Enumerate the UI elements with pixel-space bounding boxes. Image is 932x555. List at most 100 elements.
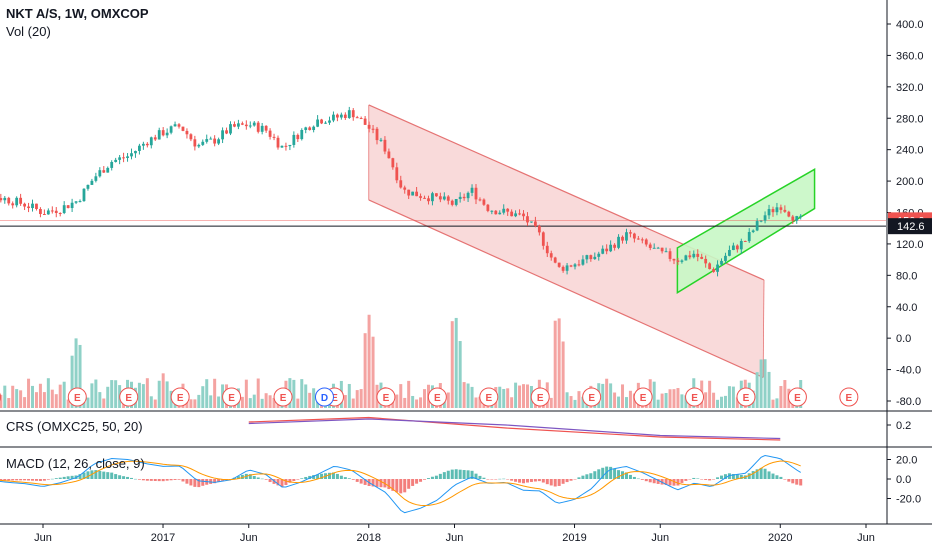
earnings-badge xyxy=(787,387,807,407)
macd-histogram-bar xyxy=(399,479,403,494)
macd-legend[interactable]: MACD (12, 26, close, 9) xyxy=(6,456,145,472)
earnings-badge-letter: E xyxy=(125,393,132,404)
candle-body xyxy=(731,245,735,251)
macd-histogram-bar xyxy=(50,478,54,480)
macd-histogram-bar xyxy=(668,479,672,486)
macd-histogram-bar xyxy=(692,477,696,479)
volume-bar xyxy=(264,393,268,408)
candle-body xyxy=(462,196,466,199)
macd-histogram-bar xyxy=(518,479,522,483)
macd-histogram-bar xyxy=(38,479,42,481)
macd-histogram-bar xyxy=(609,466,613,479)
macd-histogram-bar xyxy=(549,479,553,486)
macd-histogram-bar xyxy=(78,474,82,479)
candle-body xyxy=(640,239,644,241)
earnings-badge xyxy=(530,387,550,407)
macd-histogram-bar xyxy=(482,477,486,479)
candle-body xyxy=(644,239,648,245)
macd-histogram-bar xyxy=(759,467,763,479)
candle-body xyxy=(19,197,23,204)
macd-histogram-bar xyxy=(557,479,561,486)
macd-histogram-bar xyxy=(446,470,450,479)
earnings-badge-letter: E xyxy=(640,393,647,404)
macd-histogram-bar xyxy=(573,479,577,480)
descending-channel-fill xyxy=(368,104,764,378)
candle-body xyxy=(605,248,609,252)
macd-histogram-bar xyxy=(700,479,704,480)
macd-histogram-bar xyxy=(126,476,130,479)
macd-histogram-bar xyxy=(7,479,11,481)
crs-legend[interactable]: CRS (OMXC25, 50, 20) xyxy=(6,419,143,435)
macd-histogram-bar xyxy=(799,479,803,486)
macd-histogram-bar xyxy=(34,479,38,481)
volume-bar xyxy=(561,341,565,408)
macd-histogram-bar xyxy=(145,479,149,481)
candle-body xyxy=(494,210,498,215)
volume-bar xyxy=(727,386,731,408)
candle-body xyxy=(300,129,304,140)
candle-body xyxy=(751,230,755,233)
macd-histogram-bar xyxy=(739,475,743,479)
macd-histogram-bar xyxy=(70,475,74,479)
volume-bar xyxy=(395,394,399,408)
macd-histogram-bar xyxy=(589,473,593,479)
candle-body xyxy=(795,216,799,221)
volume-bar xyxy=(157,380,161,408)
volume-bar xyxy=(248,398,252,408)
candle-body xyxy=(474,187,478,200)
macd-histogram-bar xyxy=(15,479,19,481)
ascending-channel xyxy=(676,168,816,294)
price-tick-label: 320.0 xyxy=(896,82,924,94)
macd-histogram-bar xyxy=(133,478,137,480)
volume-bar xyxy=(62,381,66,408)
candle-body xyxy=(502,208,506,213)
earnings-badge xyxy=(633,387,653,407)
macd-histogram-bar xyxy=(419,479,423,482)
candle-body xyxy=(197,144,201,147)
macd-histogram-bar xyxy=(173,479,177,480)
macd-histogram-bar xyxy=(787,479,791,482)
macd-histogram-bar xyxy=(632,476,636,479)
macd-histogram-bar xyxy=(181,479,185,482)
crs-tick-label: 0.2 xyxy=(896,420,911,432)
symbol-legend[interactable]: NKT A/S, 1W, OMXCOP xyxy=(6,6,149,22)
volume-legend[interactable]: Vol (20) xyxy=(6,24,51,40)
candle-body xyxy=(252,122,256,126)
candle-body xyxy=(141,143,145,146)
macd-histogram-bar xyxy=(438,473,442,479)
macd-histogram-bar xyxy=(217,479,221,482)
macd-histogram-bar xyxy=(300,478,304,479)
volume-bar xyxy=(23,397,27,408)
macd-histogram-bar xyxy=(442,472,446,479)
candle-body xyxy=(755,221,759,231)
macd-histogram-bar xyxy=(31,479,35,481)
earnings-badge-letter: E xyxy=(588,393,595,404)
volume-bar xyxy=(399,384,403,408)
volume-bar xyxy=(569,396,573,408)
macd-histogram-bar xyxy=(731,474,735,479)
macd-histogram-bar xyxy=(553,479,557,487)
macd-histogram-bar xyxy=(561,479,565,484)
candle-body xyxy=(419,196,422,198)
crs-label: CRS (OMXC25, 50, 20) xyxy=(6,419,143,434)
candle-body xyxy=(193,139,197,147)
volume-bar xyxy=(161,373,165,408)
candle-body xyxy=(708,263,712,270)
candle-body xyxy=(248,125,252,127)
volume-bar xyxy=(403,397,407,408)
volume-bar xyxy=(712,392,716,408)
volume-bar xyxy=(371,336,375,408)
volume-bar xyxy=(518,385,522,408)
macd-line xyxy=(0,454,801,514)
candle-body xyxy=(332,114,335,121)
volume-bar xyxy=(15,389,19,408)
macd-histogram-bar xyxy=(260,478,264,480)
candle-body xyxy=(613,244,616,248)
macd-histogram-bar xyxy=(252,475,256,479)
macd-histogram-bar xyxy=(331,472,335,479)
candle-body xyxy=(78,201,82,203)
volume-bar xyxy=(581,396,585,408)
volume-bar xyxy=(58,384,62,408)
